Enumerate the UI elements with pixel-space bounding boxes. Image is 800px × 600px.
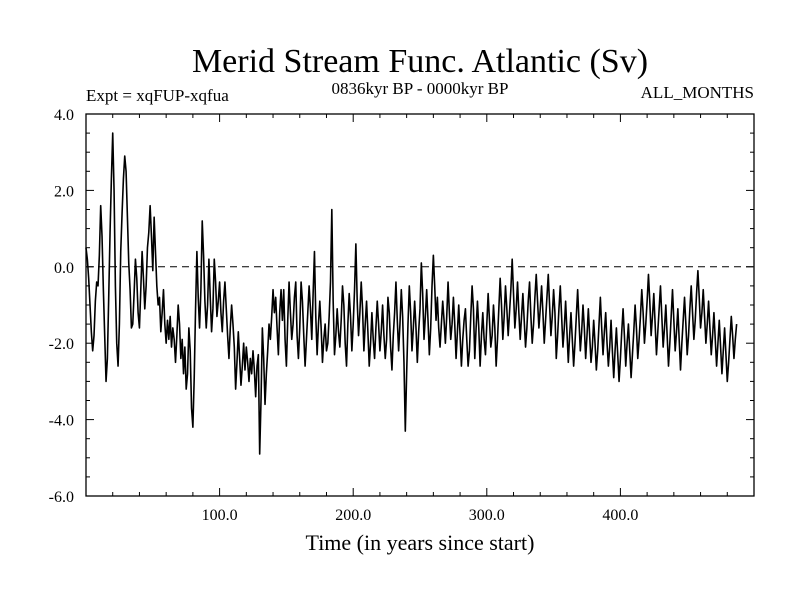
y-tick-label: 0.0: [54, 260, 74, 277]
months-label: ALL_MONTHS: [641, 83, 754, 102]
experiment-label: Expt = xqFUP-xqfua: [86, 86, 229, 105]
x-tick-label: 100.0: [202, 507, 238, 524]
x-tick-label: 400.0: [602, 507, 638, 524]
chart-title: Merid Stream Func. Atlantic (Sv): [192, 43, 648, 80]
time-range-label: 0836kyr BP - 0000kyr BP: [332, 79, 509, 98]
y-tick-label: -4.0: [49, 413, 74, 430]
y-tick-label: -2.0: [49, 336, 74, 353]
x-tick-label: 200.0: [335, 507, 371, 524]
plot-area: -6.0 -4.0 -2.0 0.0 2.0 4.0 100.0 200.0 300.0 400.…: [49, 107, 755, 524]
series-line: [85, 132, 738, 455]
y-tick-label: 2.0: [54, 183, 74, 200]
y-tick-label: 4.0: [54, 107, 74, 124]
x-tick-label: 300.0: [469, 507, 505, 524]
y-tick-label: -6.0: [49, 489, 74, 506]
x-axis-label: Time (in years since start): [306, 530, 535, 555]
